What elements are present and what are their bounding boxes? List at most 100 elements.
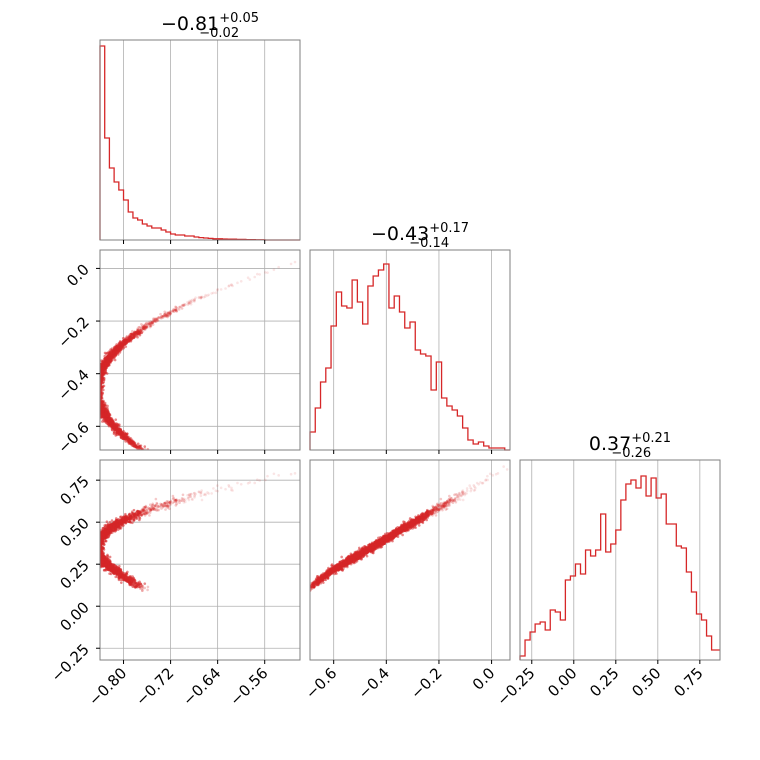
sample-point: [200, 489, 203, 492]
sample-point: [96, 374, 99, 377]
sample-point: [95, 542, 98, 545]
sample-point: [94, 377, 97, 380]
sample-point: [97, 538, 100, 541]
sample-point: [95, 539, 98, 542]
sample-point: [95, 374, 98, 377]
sample-point: [97, 545, 100, 548]
sample-point: [106, 414, 110, 418]
sample-point: [141, 327, 145, 330]
sample-point: [105, 355, 109, 358]
sample-point: [95, 543, 98, 546]
sample-point: [96, 401, 99, 404]
sample-point: [155, 317, 159, 321]
sample-point: [95, 380, 98, 383]
sample-point: [96, 550, 99, 553]
sample-point: [93, 549, 96, 552]
sample-point: [118, 344, 121, 348]
sample-point: [194, 492, 197, 496]
sample-point: [95, 383, 98, 386]
sample-point: [108, 520, 112, 524]
sample-point: [145, 324, 149, 328]
sample-point: [258, 273, 261, 276]
sample-point: [97, 545, 100, 548]
sample-point: [114, 347, 117, 350]
sample-point: [92, 382, 95, 385]
sample-point: [94, 391, 97, 394]
sample-point: [96, 549, 99, 552]
sample-point: [132, 508, 136, 512]
sample-point: [94, 550, 97, 553]
sample-point: [96, 374, 99, 377]
sample-point: [96, 382, 99, 385]
sample-point: [94, 389, 97, 392]
sample-point: [126, 520, 130, 524]
sample-point: [210, 292, 213, 295]
sample-point: [94, 548, 97, 551]
sample-point: [163, 501, 166, 505]
sample-point: [187, 301, 191, 305]
sample-point: [97, 387, 100, 390]
sample-point: [160, 502, 164, 506]
sample-point: [95, 383, 98, 386]
sample-point: [199, 296, 203, 300]
sample-point: [95, 384, 98, 387]
sample-point: [154, 317, 158, 321]
sample-point: [96, 385, 99, 388]
sample-point: [94, 380, 97, 383]
sample-point: [140, 508, 144, 512]
sample-point: [93, 372, 96, 375]
sample-point: [96, 398, 99, 401]
sample-point: [94, 547, 97, 550]
sample-point: [150, 322, 154, 326]
sample-point: [107, 535, 110, 539]
sample-point: [140, 322, 143, 326]
sample-point: [144, 505, 148, 509]
sample-point: [97, 400, 100, 403]
sample-point: [224, 487, 227, 491]
sample-point: [96, 395, 99, 398]
sample-point: [160, 315, 163, 318]
sample-point: [164, 508, 167, 511]
sample-point: [95, 554, 98, 557]
sample-point: [126, 339, 130, 343]
sample-point: [92, 545, 95, 548]
sample-point: [145, 508, 149, 512]
sample-point: [151, 508, 154, 511]
sample-point: [91, 547, 94, 550]
sample-point: [97, 378, 100, 381]
sample-point: [97, 547, 100, 550]
sample-point: [161, 316, 165, 319]
sample-point: [97, 375, 100, 378]
sample-point: [95, 543, 98, 546]
sample-point: [216, 287, 219, 291]
sample-point: [97, 554, 100, 557]
sample-point: [96, 380, 99, 383]
sample-point: [92, 381, 95, 384]
sample-point: [94, 389, 97, 392]
sample-point: [93, 389, 96, 392]
sample-point: [139, 328, 143, 332]
sample-point: [94, 392, 97, 395]
sample-point: [97, 407, 100, 410]
sample-point: [167, 311, 170, 315]
sample-point: [95, 552, 98, 555]
sample-point: [120, 344, 124, 347]
sample-point: [147, 321, 150, 324]
sample-point: [95, 538, 98, 541]
sample-point: [95, 552, 98, 555]
sample-point: [93, 543, 96, 546]
sample-point: [97, 542, 100, 545]
sample-point: [143, 325, 147, 328]
sample-point: [97, 542, 100, 545]
sample-point: [138, 587, 142, 590]
sample-point: [182, 501, 186, 504]
sample-point: [144, 325, 148, 329]
sample-point: [94, 386, 97, 389]
sample-point: [93, 403, 96, 406]
sample-point: [96, 376, 99, 379]
sample-point: [96, 542, 99, 545]
sample-point: [96, 392, 99, 395]
sample-point: [97, 383, 100, 386]
sample-point: [92, 379, 95, 382]
sample-point: [168, 311, 171, 314]
